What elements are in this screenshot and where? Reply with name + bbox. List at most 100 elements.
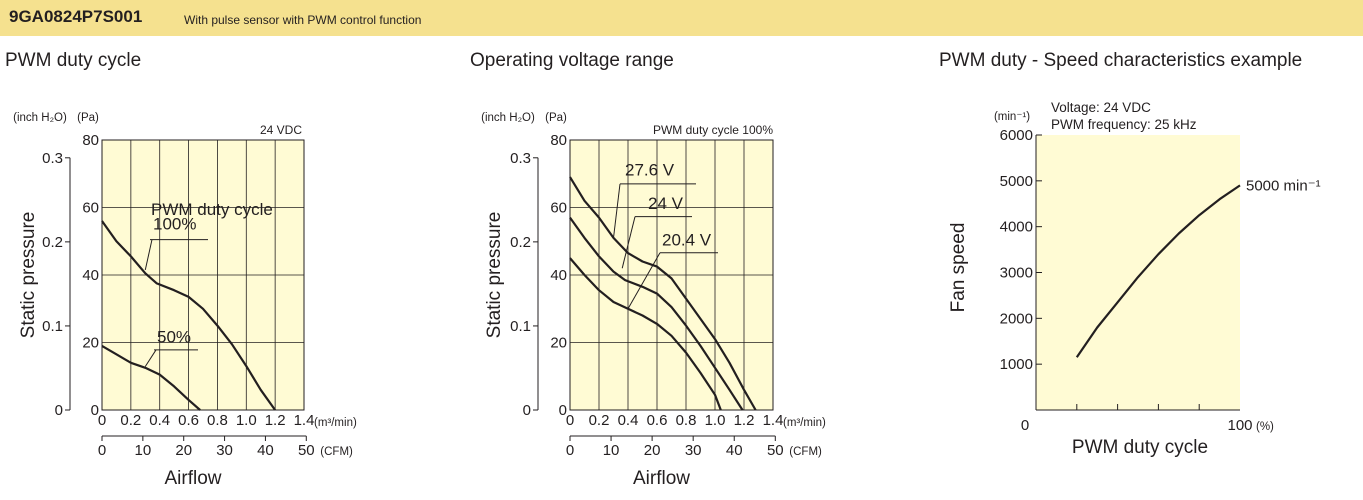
- x-tick-label: 1.2: [265, 412, 286, 429]
- pwm-duty-cycle-chart: 0 0.2 0.4 0.6 0.8 1.0 1.2 1.4 (m³/min) 0 10 20 30 40 5…: [13, 112, 357, 489]
- section-title-duty-speed: PWM duty - Speed characteristics example: [939, 50, 1303, 71]
- y-tick-label: 6000: [1000, 127, 1033, 144]
- plot-frame: [101, 139, 305, 411]
- x2-unit-label: (CFM): [789, 446, 822, 458]
- y2-tick-label: 0: [55, 402, 63, 419]
- y-tick-label: 20: [550, 335, 567, 352]
- y-tick-label: 0: [91, 402, 99, 419]
- y-axis-title: Static pressure: [18, 212, 39, 339]
- x-tick-label: 1.4: [294, 412, 315, 429]
- series-line: [569, 216, 744, 411]
- y-tick-label: 60: [82, 200, 99, 217]
- y2-tick-label: 0.3: [42, 150, 63, 167]
- chart-condition-note: 24 VDC: [260, 123, 302, 137]
- y-tick-label: 5000: [1000, 173, 1033, 190]
- x2-tick-label: 0: [98, 442, 106, 459]
- series-label: 100%: [153, 214, 196, 233]
- series-label-leader: [613, 183, 621, 238]
- series-line: [1075, 184, 1241, 358]
- series-label: 24 V: [648, 194, 684, 213]
- y2-tick-label: 0.1: [42, 318, 63, 335]
- y2-tick-label: 0.2: [42, 234, 63, 251]
- operating-voltage-chart: 0 0.2 0.4 0.6 0.8 1.0 1.2 1.4 (m³/min) 0 10 20 30 40 5…: [481, 112, 826, 489]
- x-tick-label: 1.4: [763, 412, 784, 429]
- y-tick-label: 4000: [1000, 219, 1033, 236]
- section-title-pwm-duty-cycle: PWM duty cycle: [5, 50, 142, 71]
- y-tick-label: 2000: [1000, 310, 1033, 327]
- y-tick-label: 3000: [1000, 265, 1033, 282]
- x2-tick-label: 30: [216, 442, 233, 459]
- series-label-leader: [627, 252, 661, 309]
- x2-tick-label: 10: [135, 442, 152, 459]
- x2-tick-label: 20: [175, 442, 192, 459]
- y2-tick-label: 0.1: [510, 318, 531, 335]
- y-unit-label: (Pa): [545, 112, 567, 124]
- series-line: [101, 220, 276, 411]
- plot-area: [1036, 135, 1240, 410]
- y-tick-label: 60: [550, 200, 567, 217]
- x2-tick-label: 30: [685, 442, 702, 459]
- x-tick-label: 0: [566, 412, 574, 429]
- x2-tick-label: 40: [257, 442, 274, 459]
- x-tick-label: 0: [98, 412, 106, 429]
- x-tick-label: 0.6: [178, 412, 199, 429]
- series-line: [569, 257, 722, 411]
- product-header-banner: 9GA0824P7S001 With pulse sensor with PWM…: [0, 0, 1363, 36]
- x-unit-label: (%): [1256, 421, 1274, 433]
- y-tick-label: 0: [559, 402, 567, 419]
- y2-tick-label: 0.2: [510, 234, 531, 251]
- x-axis-title: PWM duty cycle: [1072, 437, 1208, 458]
- x2-unit-label: (CFM): [320, 446, 353, 458]
- series-label-leader: [144, 239, 153, 271]
- chart-condition-note: PWM duty cycle 100%: [653, 123, 773, 137]
- x-unit-label: (m³/min): [783, 417, 826, 429]
- series-line: [569, 176, 757, 411]
- y-tick-label: 1000: [1000, 356, 1033, 373]
- x-tick-label: 0: [1021, 417, 1029, 434]
- y-tick-label: 80: [82, 132, 99, 149]
- x-tick-label: 1.2: [734, 412, 755, 429]
- x-axis-title: Airflow: [633, 468, 690, 489]
- x2-tick-label: 0: [566, 442, 574, 459]
- series-label: 20.4 V: [662, 230, 712, 249]
- x-tick-label: 0.2: [589, 412, 610, 429]
- x-tick-label: 0.4: [149, 412, 170, 429]
- x2-tick-label: 50: [298, 442, 315, 459]
- y-tick-label: 80: [550, 132, 567, 149]
- end-value-label: 5000 min⁻¹: [1246, 177, 1321, 194]
- y-unit-label: (Pa): [77, 112, 99, 124]
- series-line: [101, 344, 201, 411]
- x-tick-label: 0.8: [207, 412, 228, 429]
- series-label: 27.6 V: [625, 160, 675, 179]
- y-tick-label: 40: [82, 267, 99, 284]
- y2-unit-label: (inch H₂O): [481, 112, 535, 124]
- y2-tick-label: 0.3: [510, 150, 531, 167]
- x-tick-label: 1.0: [236, 412, 257, 429]
- y-tick-label: 40: [550, 267, 567, 284]
- model-description: With pulse sensor with PWM control funct…: [184, 13, 422, 27]
- x-tick-label: 1.0: [705, 412, 726, 429]
- plot-frame: [569, 139, 774, 411]
- legend-title: PWM duty cycle: [151, 200, 273, 219]
- x2-tick-label: 40: [726, 442, 743, 459]
- x2-tick-label: 50: [767, 442, 784, 459]
- y2-unit-label: (inch H₂O): [13, 112, 67, 124]
- y-unit-label: (min⁻¹): [994, 111, 1030, 123]
- x2-tick-label: 20: [644, 442, 661, 459]
- y-tick-label: 20: [82, 335, 99, 352]
- x-tick-label: 100: [1227, 417, 1252, 434]
- x-axis-title: Airflow: [164, 468, 221, 489]
- x-tick-label: 0.6: [647, 412, 668, 429]
- series-label-leader: [144, 349, 157, 367]
- section-title-operating-voltage: Operating voltage range: [470, 50, 674, 71]
- duty-speed-chart: 1000 2000 3000 4000 5000 6000 0 100 (%) (min⁻¹) PW…: [948, 100, 1321, 458]
- chart-condition-note: Voltage: 24 VDC: [1051, 100, 1151, 115]
- x-tick-label: 0.2: [120, 412, 141, 429]
- y-axis-title: Fan speed: [948, 223, 969, 313]
- series-label-leader: [621, 216, 636, 269]
- x-tick-label: 0.8: [676, 412, 697, 429]
- y2-tick-label: 0: [523, 402, 531, 419]
- y-axis-title: Static pressure: [484, 212, 505, 339]
- series-label: 50%: [157, 328, 191, 347]
- x2-tick-label: 10: [603, 442, 620, 459]
